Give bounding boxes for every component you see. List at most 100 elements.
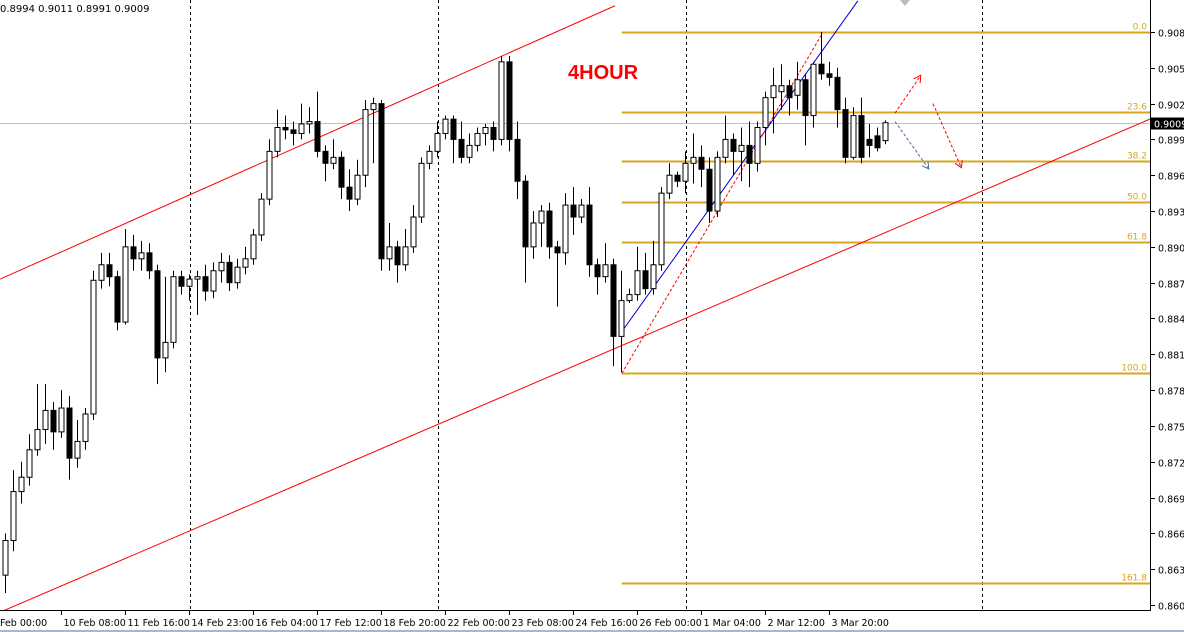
- candle-body-bull: [538, 210, 545, 224]
- candle-body-bull: [82, 413, 89, 442]
- candle-body-bear: [802, 79, 809, 117]
- candle-body-bear: [146, 252, 153, 272]
- candle: [266, 139, 273, 206]
- price-tick-label: 0.9055: [1158, 65, 1184, 76]
- bottom-border: [0, 630, 1184, 632]
- candle-body-bull: [882, 122, 889, 142]
- candle-body-bear: [514, 138, 521, 182]
- candle-body-bull: [242, 258, 249, 268]
- candle: [818, 32, 825, 80]
- candle: [802, 73, 809, 146]
- candle: [850, 107, 857, 160]
- candle-body-bear: [674, 174, 681, 182]
- candle-body-bull: [666, 174, 673, 194]
- candle: [474, 127, 481, 152]
- candle: [386, 222, 393, 271]
- candle-body-bull: [714, 156, 721, 212]
- candle-body-bear: [642, 270, 649, 290]
- candle: [466, 133, 473, 164]
- candle: [426, 145, 433, 170]
- candle: [66, 396, 73, 480]
- time-axis[interactable]: Feb 00:00 10 Feb 08:00 11 Feb 16:00 14 Feb …: [0, 611, 889, 629]
- price-axis[interactable]: 0.9085 0.9055 0.9025 0.8995 0.8965 0.8935 0.89…: [1151, 29, 1184, 613]
- candle-body-bull: [562, 204, 569, 254]
- fib-level-label: 38.2: [1127, 152, 1147, 162]
- candle-body-bull: [530, 222, 537, 248]
- candle-body-bear: [586, 204, 593, 266]
- timeframe-label: 4HOUR: [568, 62, 639, 84]
- candle: [594, 258, 601, 295]
- candle-body-bull: [138, 252, 145, 260]
- candle-body-bull: [122, 246, 129, 323]
- candle: [794, 61, 801, 110]
- time-tick-label: 3 Mar 20:00: [832, 618, 889, 629]
- candle: [290, 121, 297, 146]
- candle: [602, 243, 609, 283]
- candle: [658, 187, 665, 271]
- candle: [50, 402, 57, 450]
- candle-body-bull: [626, 294, 633, 302]
- candle-body-bull: [274, 126, 281, 152]
- candle: [578, 199, 585, 223]
- candle: [314, 91, 321, 158]
- price-tick-label: 0.8725: [1158, 459, 1184, 470]
- candle-body-bull: [578, 204, 585, 218]
- candle-body-bear: [874, 135, 881, 149]
- candle: [370, 97, 377, 164]
- price-tick-label: 0.8905: [1158, 244, 1184, 255]
- candle-body-bull: [58, 407, 65, 433]
- candle: [298, 103, 305, 140]
- projection-up-arrow: [894, 76, 920, 114]
- current-price-label: 0.9009: [1154, 120, 1184, 131]
- candle: [498, 55, 505, 146]
- fibonacci-retracement[interactable]: 0.0 23.6 38.2 50.0 61.8 100.0 161.8: [621, 23, 1150, 585]
- candle-body-bull: [42, 409, 49, 431]
- candle: [250, 228, 257, 265]
- candle: [274, 109, 281, 158]
- price-tick-label: 0.8815: [1158, 351, 1184, 362]
- candle-body-bull: [602, 264, 609, 278]
- price-tick-label: 0.8695: [1158, 495, 1184, 506]
- candle-body-bear: [786, 85, 793, 99]
- candle-body-bear: [594, 264, 601, 278]
- candle-body-bull: [194, 276, 201, 280]
- candle-body-bull: [10, 491, 17, 542]
- time-tick-label: 17 Feb 12:00: [320, 618, 382, 629]
- candle-body-bear: [490, 126, 497, 140]
- candle: [26, 434, 33, 486]
- candle: [866, 123, 873, 158]
- ohlc-readout: 0.8994 0.9011 0.8991 0.9009: [0, 4, 150, 15]
- candle: [346, 169, 353, 212]
- price-tick-label: 0.9085: [1158, 29, 1184, 40]
- candle-body-bear: [322, 150, 329, 164]
- time-tick-label: 18 Feb 20:00: [384, 618, 446, 629]
- candle: [858, 97, 865, 164]
- trendlines[interactable]: [0, 0, 1150, 612]
- candle-body-bear: [50, 409, 57, 433]
- candle-body-bear: [570, 204, 577, 218]
- candle-body-bear: [106, 264, 113, 278]
- candle: [770, 67, 777, 134]
- fib-level-label: 23.6: [1127, 103, 1147, 113]
- candle-body-bull: [370, 103, 377, 111]
- candle-body-bear: [114, 276, 121, 323]
- price-tick-label: 0.9025: [1158, 101, 1184, 112]
- candle: [98, 252, 105, 289]
- candle-body-bull: [810, 63, 817, 117]
- candle: [114, 270, 121, 331]
- candle: [202, 264, 209, 301]
- candle: [234, 258, 241, 289]
- time-tick-label: 11 Feb 16:00: [128, 618, 190, 629]
- price-tick-label: 0.8755: [1158, 423, 1184, 434]
- candle-body-bull: [402, 246, 409, 266]
- candle-body-bear: [730, 138, 737, 152]
- candle-body-bull: [306, 121, 313, 125]
- candle-body-bear: [842, 109, 849, 158]
- candle: [178, 270, 185, 295]
- candles: [2, 32, 889, 594]
- candle: [674, 171, 681, 188]
- candle-body-bear: [130, 246, 137, 260]
- candle: [146, 243, 153, 280]
- candle: [330, 139, 337, 170]
